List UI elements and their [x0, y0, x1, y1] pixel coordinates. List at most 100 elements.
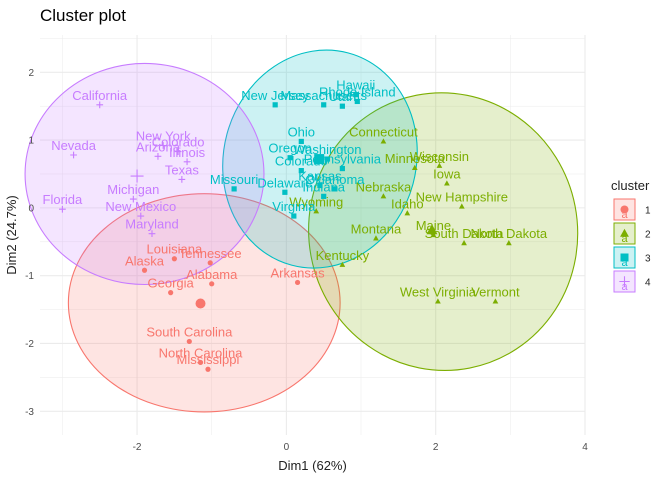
data-point — [197, 359, 204, 366]
data-point — [444, 180, 450, 186]
data-point — [291, 213, 297, 219]
point-label: Nebraska — [356, 179, 412, 194]
data-point — [59, 205, 66, 213]
data-point — [339, 261, 346, 267]
data-point — [317, 182, 323, 189]
data-point — [154, 152, 162, 160]
data-point — [411, 164, 418, 170]
point-label: Delaware — [257, 175, 312, 190]
chart-title: Cluster plot — [40, 6, 126, 25]
point-label: Nevada — [51, 138, 97, 153]
legend-marker-1 — [620, 205, 629, 214]
point-label: Illinois — [169, 145, 206, 160]
y-tick-label: 2 — [28, 68, 34, 79]
data-point — [141, 267, 148, 273]
point-label: Ohio — [288, 124, 315, 139]
gridlines — [40, 35, 586, 435]
data-point — [174, 148, 182, 155]
data-point — [186, 338, 192, 345]
point-label: Kentucky — [316, 248, 370, 263]
point-label: Kansas — [298, 169, 342, 184]
point-label: Pennsylvania — [304, 152, 382, 167]
data-point — [373, 235, 379, 241]
point-label: Arizona — [136, 139, 181, 154]
legend-label-3: 3 — [645, 254, 651, 265]
point-label: Wyoming — [289, 194, 343, 209]
data-point — [209, 281, 215, 287]
data-point — [171, 256, 177, 262]
point-label: Hawaii — [336, 78, 375, 93]
data-point — [324, 156, 331, 162]
data-point — [505, 240, 512, 246]
data-point — [207, 260, 213, 266]
tick-labels: -2 0 2 4 -3 -2 -1 0 1 2 — [25, 68, 588, 453]
y-tick-label: -2 — [25, 339, 34, 350]
point-label: Washington — [293, 142, 361, 157]
data-point — [380, 193, 387, 199]
point-label: Oklahoma — [305, 172, 365, 187]
data-point — [436, 162, 443, 168]
data-point — [354, 98, 360, 105]
legend-label-2: 2 — [645, 230, 651, 241]
data-point — [339, 103, 345, 109]
legend-marker-3 — [620, 253, 629, 262]
legend-glyph: a — [621, 257, 628, 269]
data-point — [294, 279, 301, 286]
legend-marker-2 — [620, 228, 629, 237]
point-label: Florida — [43, 192, 84, 207]
y-tick-label: 0 — [28, 203, 34, 214]
point-label: Utah — [329, 89, 356, 104]
x-tick-label: 4 — [582, 442, 588, 453]
data-point — [353, 92, 359, 98]
data-point — [96, 101, 104, 109]
data-point — [137, 212, 145, 220]
point-label: South Dakota — [425, 226, 505, 241]
point-label: Iowa — [433, 166, 461, 181]
x-axis-title: Dim1 (62%) — [278, 458, 347, 473]
point-label: North Carolina — [159, 345, 244, 360]
data-point — [404, 210, 411, 216]
data-point — [178, 176, 186, 183]
data-point — [282, 189, 288, 195]
point-label: West Virginia — [400, 284, 477, 299]
data-point — [461, 240, 467, 246]
legend-label-1: 1 — [645, 206, 651, 217]
data-point — [287, 155, 293, 161]
data-point — [458, 203, 465, 209]
data-point — [321, 193, 327, 199]
point-label: Montana — [351, 221, 402, 236]
y-axis-title: Dim2 (24.7%) — [4, 195, 19, 274]
data-point — [298, 138, 304, 145]
point-label: Connecticut — [349, 124, 418, 139]
point-label: Tennessee — [179, 246, 242, 261]
point-label: Missouri — [210, 172, 259, 187]
data-points — [59, 92, 512, 372]
data-point — [148, 230, 156, 238]
x-tick-label: 0 — [284, 442, 290, 453]
cluster-ellipse-4 — [24, 62, 265, 286]
data-point — [492, 298, 499, 304]
data-point — [159, 142, 167, 149]
legend-title: cluster — [611, 178, 650, 193]
data-point — [168, 290, 174, 296]
point-label: Colorado — [152, 135, 205, 150]
point-label: New Hampshire — [416, 190, 508, 205]
point-label: Maine — [416, 218, 451, 233]
point-label: Alaska — [125, 253, 165, 268]
point-label: New York — [136, 129, 191, 144]
point-label: Minnesota — [385, 151, 446, 166]
legend: cluster a 1 a 2 a 3 a 4 — [611, 178, 651, 293]
data-point — [435, 298, 441, 304]
point-label: South Carolina — [146, 324, 233, 339]
y-tick-label: 1 — [28, 136, 34, 147]
data-point — [339, 165, 345, 172]
data-point — [129, 195, 137, 203]
point-label: Maryland — [125, 217, 178, 232]
point-labels: Alabama Alaska Arkansas Georgia Louisiana Mis… — [43, 78, 548, 368]
data-point — [380, 138, 387, 144]
point-label: Arkansas — [270, 265, 325, 280]
legend-marker-4 — [619, 276, 630, 287]
x-tick-label: -2 — [133, 442, 142, 453]
x-tick-label: 2 — [433, 442, 439, 453]
